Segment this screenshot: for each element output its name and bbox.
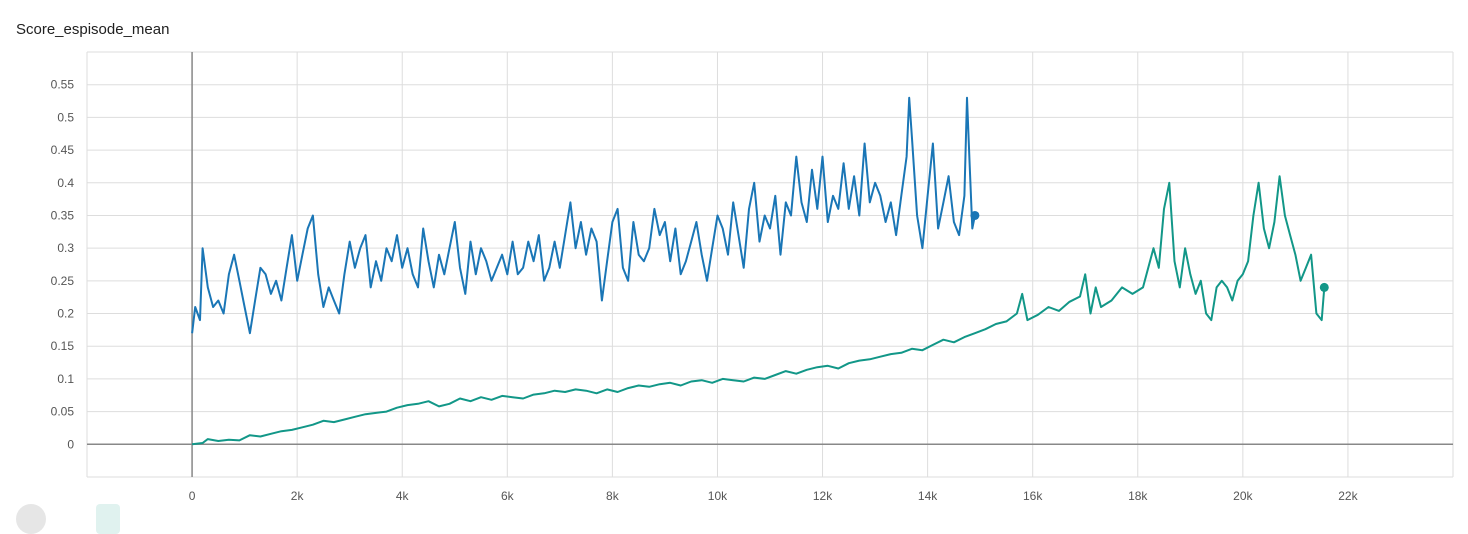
y-tick-label: 0.35 <box>51 208 75 222</box>
y-tick-label: 0.2 <box>57 307 74 321</box>
y-tick-label: 0.15 <box>51 339 75 353</box>
x-tick-label: 2k <box>291 489 305 503</box>
series-layer <box>191 96 1329 446</box>
y-tick-label: 0.1 <box>57 372 74 386</box>
y-tick-label: 0.25 <box>51 274 75 288</box>
y-tick-label: 0.5 <box>57 110 74 124</box>
tick-layer: 0 0.05 0.1 0.15 0.2 0.25 0.3 0.35 0.4 0.45 0.5 0.55… <box>51 78 1359 503</box>
x-tick-label: 4k <box>396 489 410 503</box>
x-tick-label: 6k <box>501 489 515 503</box>
x-tick-label: 22k <box>1338 489 1358 503</box>
series-line-1 <box>191 96 976 335</box>
series-end-marker-2 <box>1319 282 1329 292</box>
y-tick-label: 0.4 <box>57 176 74 190</box>
x-tick-label: 0 <box>189 489 196 503</box>
axis-layer <box>87 52 1453 477</box>
expand-icon[interactable] <box>16 504 46 534</box>
series-end-marker-1 <box>970 210 980 220</box>
x-tick-label: 14k <box>918 489 938 503</box>
chart-plot[interactable]: 0 0.05 0.1 0.15 0.2 0.25 0.3 0.35 0.4 0.45 0.5 0.55… <box>0 0 1468 512</box>
y-tick-label: 0.3 <box>57 241 74 255</box>
x-tick-label: 12k <box>813 489 833 503</box>
grid-layer <box>86 51 1454 478</box>
toggle-icon[interactable] <box>96 504 120 534</box>
x-tick-label: 16k <box>1023 489 1043 503</box>
y-tick-label: 0 <box>67 437 74 451</box>
y-tick-label: 0.05 <box>51 405 75 419</box>
x-tick-label: 18k <box>1128 489 1148 503</box>
series-line-2 <box>191 175 1326 446</box>
chart-title: Score_espisode_mean <box>16 21 170 38</box>
y-tick-label: 0.55 <box>51 78 75 92</box>
x-tick-label: 20k <box>1233 489 1253 503</box>
y-tick-label: 0.45 <box>51 143 75 157</box>
x-tick-label: 8k <box>606 489 620 503</box>
x-tick-label: 10k <box>708 489 728 503</box>
